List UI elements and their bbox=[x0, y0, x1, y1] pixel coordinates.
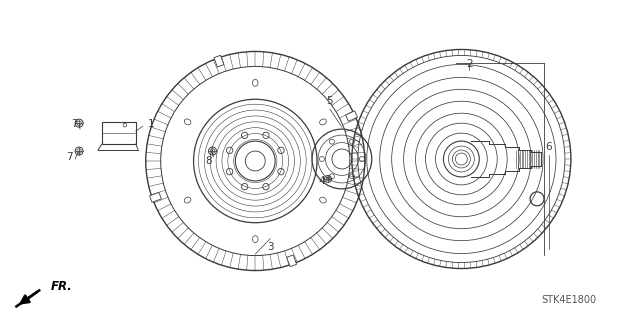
Bar bbox=[214, 55, 224, 67]
Text: 2: 2 bbox=[466, 59, 473, 70]
Text: 8: 8 bbox=[205, 156, 212, 166]
Bar bbox=[102, 122, 136, 144]
Text: 4: 4 bbox=[319, 176, 325, 186]
Text: 3: 3 bbox=[267, 241, 273, 252]
Bar bbox=[346, 111, 358, 121]
Text: 1: 1 bbox=[147, 119, 154, 129]
Text: STK4E1800: STK4E1800 bbox=[541, 295, 596, 305]
Text: 6: 6 bbox=[546, 142, 552, 152]
Text: FR.: FR. bbox=[51, 280, 73, 293]
Text: 5: 5 bbox=[326, 96, 333, 106]
Bar bbox=[287, 255, 296, 267]
Text: 7: 7 bbox=[66, 152, 72, 162]
Text: 7: 7 bbox=[71, 119, 77, 129]
Bar bbox=[150, 192, 161, 202]
